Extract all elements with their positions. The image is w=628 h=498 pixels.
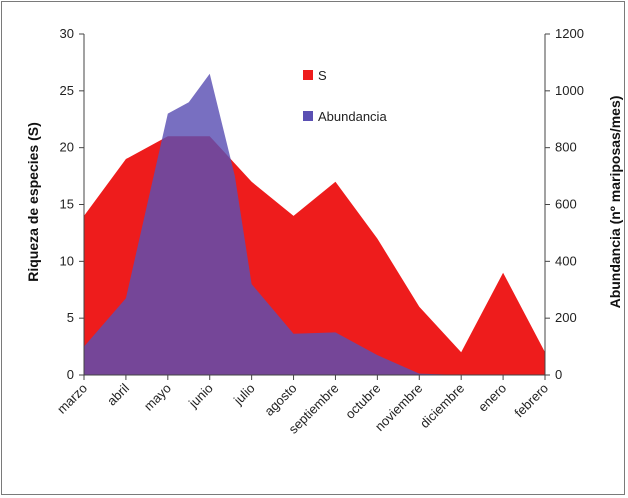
y-left-tick-label: 30 bbox=[60, 26, 74, 41]
legend-label-abundancia: Abundancia bbox=[318, 109, 387, 124]
plot-area bbox=[84, 73, 545, 376]
y-right-tick-label: 800 bbox=[555, 140, 577, 155]
y-right-tick-label: 200 bbox=[555, 310, 577, 325]
y-right-tick-label: 600 bbox=[555, 197, 577, 212]
y-axis-right-title: Abundancia (nº mariposas/mes) bbox=[607, 96, 623, 309]
y-left-tick-label: 10 bbox=[60, 253, 74, 268]
x-tick-label: agosto bbox=[261, 381, 299, 419]
legend-swatch-abundancia bbox=[303, 111, 313, 121]
y-right-tick-label: 1000 bbox=[555, 83, 584, 98]
y-right-tick-label: 400 bbox=[555, 253, 577, 268]
series-area-abundancia bbox=[84, 73, 545, 376]
x-tick-label: enero bbox=[475, 381, 509, 415]
y-left-tick-label: 25 bbox=[60, 83, 74, 98]
x-tick-label: octubre bbox=[342, 381, 383, 422]
x-tick-label: febrero bbox=[511, 381, 551, 421]
x-tick-label: julio bbox=[230, 381, 258, 409]
x-tick-label: abril bbox=[104, 380, 132, 408]
y-left-tick-label: 5 bbox=[67, 310, 74, 325]
legend-swatch-s bbox=[303, 70, 313, 80]
y-right-tick-label: 0 bbox=[555, 367, 562, 382]
x-tick-label: junio bbox=[185, 381, 216, 412]
y-left-tick-label: 0 bbox=[67, 367, 74, 382]
x-tick-label: mayo bbox=[141, 381, 174, 414]
x-tick-label: diciembre bbox=[417, 381, 467, 431]
y-left-tick-label: 20 bbox=[60, 140, 74, 155]
y-axis-left-title: Riqueza de especies (S) bbox=[25, 122, 41, 282]
x-tick-label: marzo bbox=[54, 381, 90, 417]
y-left-tick-label: 15 bbox=[60, 197, 74, 212]
legend: S Abundancia bbox=[303, 68, 387, 124]
y-right-tick-label: 1200 bbox=[555, 26, 584, 41]
legend-label-s: S bbox=[318, 68, 327, 83]
